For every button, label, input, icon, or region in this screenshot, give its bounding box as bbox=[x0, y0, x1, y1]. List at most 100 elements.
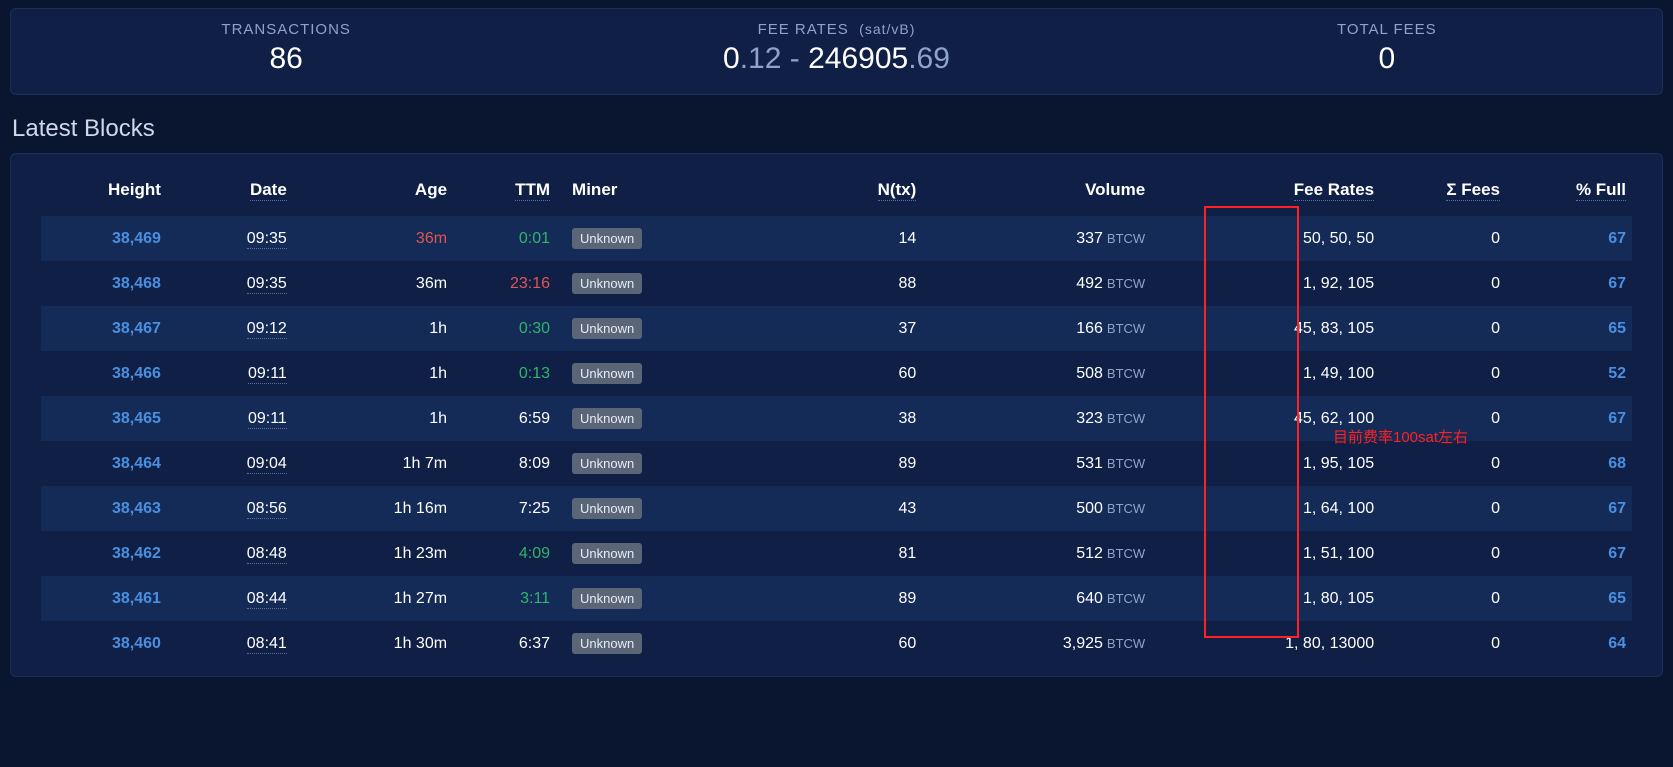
fees-value: 0 bbox=[1380, 306, 1506, 351]
table-row[interactable]: 38,46909:3536m0:01Unknown14337BTCW50, 50… bbox=[41, 216, 1632, 261]
percent-full-link[interactable]: 68 bbox=[1608, 455, 1626, 472]
stat-fee-rates: FEE RATES (sat/vB) 0.12 - 246905.69 bbox=[561, 21, 1111, 76]
age-value: 1h bbox=[429, 410, 447, 427]
age-value: 1h bbox=[429, 320, 447, 337]
height-link[interactable]: 38,465 bbox=[112, 410, 161, 427]
volume-value: 512BTCW bbox=[922, 531, 1151, 576]
col-age[interactable]: Age bbox=[293, 172, 453, 216]
ttm-value: 6:59 bbox=[519, 410, 550, 427]
miner-badge[interactable]: Unknown bbox=[572, 543, 642, 564]
fees-value: 0 bbox=[1380, 531, 1506, 576]
ntx-value: 60 bbox=[785, 621, 922, 666]
height-link[interactable]: 38,461 bbox=[112, 590, 161, 607]
miner-badge[interactable]: Unknown bbox=[572, 273, 642, 294]
percent-full-link[interactable]: 67 bbox=[1608, 410, 1626, 427]
volume-value: 337BTCW bbox=[922, 216, 1151, 261]
fee-rates-value: 45, 83, 105 bbox=[1151, 306, 1380, 351]
miner-badge[interactable]: Unknown bbox=[572, 453, 642, 474]
fees-value: 0 bbox=[1380, 621, 1506, 666]
height-link[interactable]: 38,460 bbox=[112, 635, 161, 652]
miner-badge[interactable]: Unknown bbox=[572, 633, 642, 654]
stat-total-fees-label: TOTAL FEES bbox=[1112, 21, 1662, 38]
fees-value: 0 bbox=[1380, 351, 1506, 396]
percent-full-link[interactable]: 65 bbox=[1608, 320, 1626, 337]
height-link[interactable]: 38,464 bbox=[112, 455, 161, 472]
fees-value: 0 bbox=[1380, 576, 1506, 621]
stats-card: TRANSACTIONS 86 FEE RATES (sat/vB) 0.12 … bbox=[10, 8, 1663, 95]
table-row[interactable]: 38,46008:411h 30m6:37Unknown603,925BTCW1… bbox=[41, 621, 1632, 666]
height-link[interactable]: 38,469 bbox=[112, 230, 161, 247]
height-link[interactable]: 38,466 bbox=[112, 365, 161, 382]
percent-full-link[interactable]: 67 bbox=[1608, 500, 1626, 517]
ttm-value: 0:13 bbox=[519, 365, 550, 382]
col-fee-rates[interactable]: Fee Rates bbox=[1151, 172, 1380, 216]
col-volume[interactable]: Volume bbox=[922, 172, 1151, 216]
fee-rates-value: 1, 64, 100 bbox=[1151, 486, 1380, 531]
col-date[interactable]: Date bbox=[167, 172, 293, 216]
col-sigma-fees[interactable]: Σ Fees bbox=[1380, 172, 1506, 216]
ntx-value: 88 bbox=[785, 261, 922, 306]
height-link[interactable]: 38,463 bbox=[112, 500, 161, 517]
age-value: 36m bbox=[416, 230, 447, 247]
col-ntx[interactable]: N(tx) bbox=[785, 172, 922, 216]
miner-badge[interactable]: Unknown bbox=[572, 363, 642, 384]
miner-badge[interactable]: Unknown bbox=[572, 408, 642, 429]
volume-value: 531BTCW bbox=[922, 441, 1151, 486]
blocks-table: Height Date Age TTM Miner N(tx) Volume F… bbox=[41, 172, 1632, 666]
annotation-text: 目前费率100sat左右 bbox=[1333, 426, 1468, 447]
date-value: 08:44 bbox=[247, 590, 287, 609]
height-link[interactable]: 38,467 bbox=[112, 320, 161, 337]
blocks-table-card: Height Date Age TTM Miner N(tx) Volume F… bbox=[10, 153, 1663, 677]
volume-value: 323BTCW bbox=[922, 396, 1151, 441]
age-value: 1h 7m bbox=[403, 455, 447, 472]
percent-full-link[interactable]: 67 bbox=[1608, 275, 1626, 292]
col-miner[interactable]: Miner bbox=[556, 172, 785, 216]
date-value: 09:35 bbox=[247, 275, 287, 294]
height-link[interactable]: 38,462 bbox=[112, 545, 161, 562]
col-ttm[interactable]: TTM bbox=[453, 172, 556, 216]
ttm-value: 23:16 bbox=[510, 275, 550, 292]
age-value: 1h 16m bbox=[394, 500, 447, 517]
table-row[interactable]: 38,46809:3536m23:16Unknown88492BTCW1, 92… bbox=[41, 261, 1632, 306]
ttm-value: 4:09 bbox=[519, 545, 550, 562]
col-percent-full[interactable]: % Full bbox=[1506, 172, 1632, 216]
percent-full-link[interactable]: 52 bbox=[1608, 365, 1626, 382]
percent-full-link[interactable]: 64 bbox=[1608, 635, 1626, 652]
ntx-value: 14 bbox=[785, 216, 922, 261]
stat-total-fees-value: 0 bbox=[1112, 42, 1662, 76]
date-value: 09:11 bbox=[248, 410, 287, 429]
percent-full-link[interactable]: 65 bbox=[1608, 590, 1626, 607]
table-header-row: Height Date Age TTM Miner N(tx) Volume F… bbox=[41, 172, 1632, 216]
stat-total-fees: TOTAL FEES 0 bbox=[1112, 21, 1662, 76]
date-value: 09:04 bbox=[247, 455, 287, 474]
percent-full-link[interactable]: 67 bbox=[1608, 230, 1626, 247]
fee-rates-value: 1, 51, 100 bbox=[1151, 531, 1380, 576]
miner-badge[interactable]: Unknown bbox=[572, 498, 642, 519]
age-value: 1h 27m bbox=[394, 590, 447, 607]
fee-rates-value: 1, 95, 105 bbox=[1151, 441, 1380, 486]
fee-rates-value: 1, 92, 105 bbox=[1151, 261, 1380, 306]
table-row[interactable]: 38,46409:041h 7m8:09Unknown89531BTCW1, 9… bbox=[41, 441, 1632, 486]
col-height[interactable]: Height bbox=[41, 172, 167, 216]
table-row[interactable]: 38,46108:441h 27m3:11Unknown89640BTCW1, … bbox=[41, 576, 1632, 621]
table-row[interactable]: 38,46308:561h 16m7:25Unknown43500BTCW1, … bbox=[41, 486, 1632, 531]
fee-rates-value: 1, 80, 13000 bbox=[1151, 621, 1380, 666]
percent-full-link[interactable]: 67 bbox=[1608, 545, 1626, 562]
table-row[interactable]: 38,46709:121h0:30Unknown37166BTCW45, 83,… bbox=[41, 306, 1632, 351]
miner-badge[interactable]: Unknown bbox=[572, 318, 642, 339]
volume-value: 640BTCW bbox=[922, 576, 1151, 621]
miner-badge[interactable]: Unknown bbox=[572, 228, 642, 249]
stat-transactions-label: TRANSACTIONS bbox=[11, 21, 561, 38]
table-row[interactable]: 38,46609:111h0:13Unknown60508BTCW1, 49, … bbox=[41, 351, 1632, 396]
height-link[interactable]: 38,468 bbox=[112, 275, 161, 292]
fees-value: 0 bbox=[1380, 261, 1506, 306]
miner-badge[interactable]: Unknown bbox=[572, 588, 642, 609]
stat-fee-rates-label: FEE RATES (sat/vB) bbox=[561, 21, 1111, 38]
stat-transactions: TRANSACTIONS 86 bbox=[11, 21, 561, 76]
date-value: 09:11 bbox=[248, 365, 287, 384]
date-value: 08:41 bbox=[247, 635, 287, 654]
stat-transactions-value: 86 bbox=[11, 42, 561, 76]
fees-value: 0 bbox=[1380, 486, 1506, 531]
ntx-value: 43 bbox=[785, 486, 922, 531]
table-row[interactable]: 38,46208:481h 23m4:09Unknown81512BTCW1, … bbox=[41, 531, 1632, 576]
